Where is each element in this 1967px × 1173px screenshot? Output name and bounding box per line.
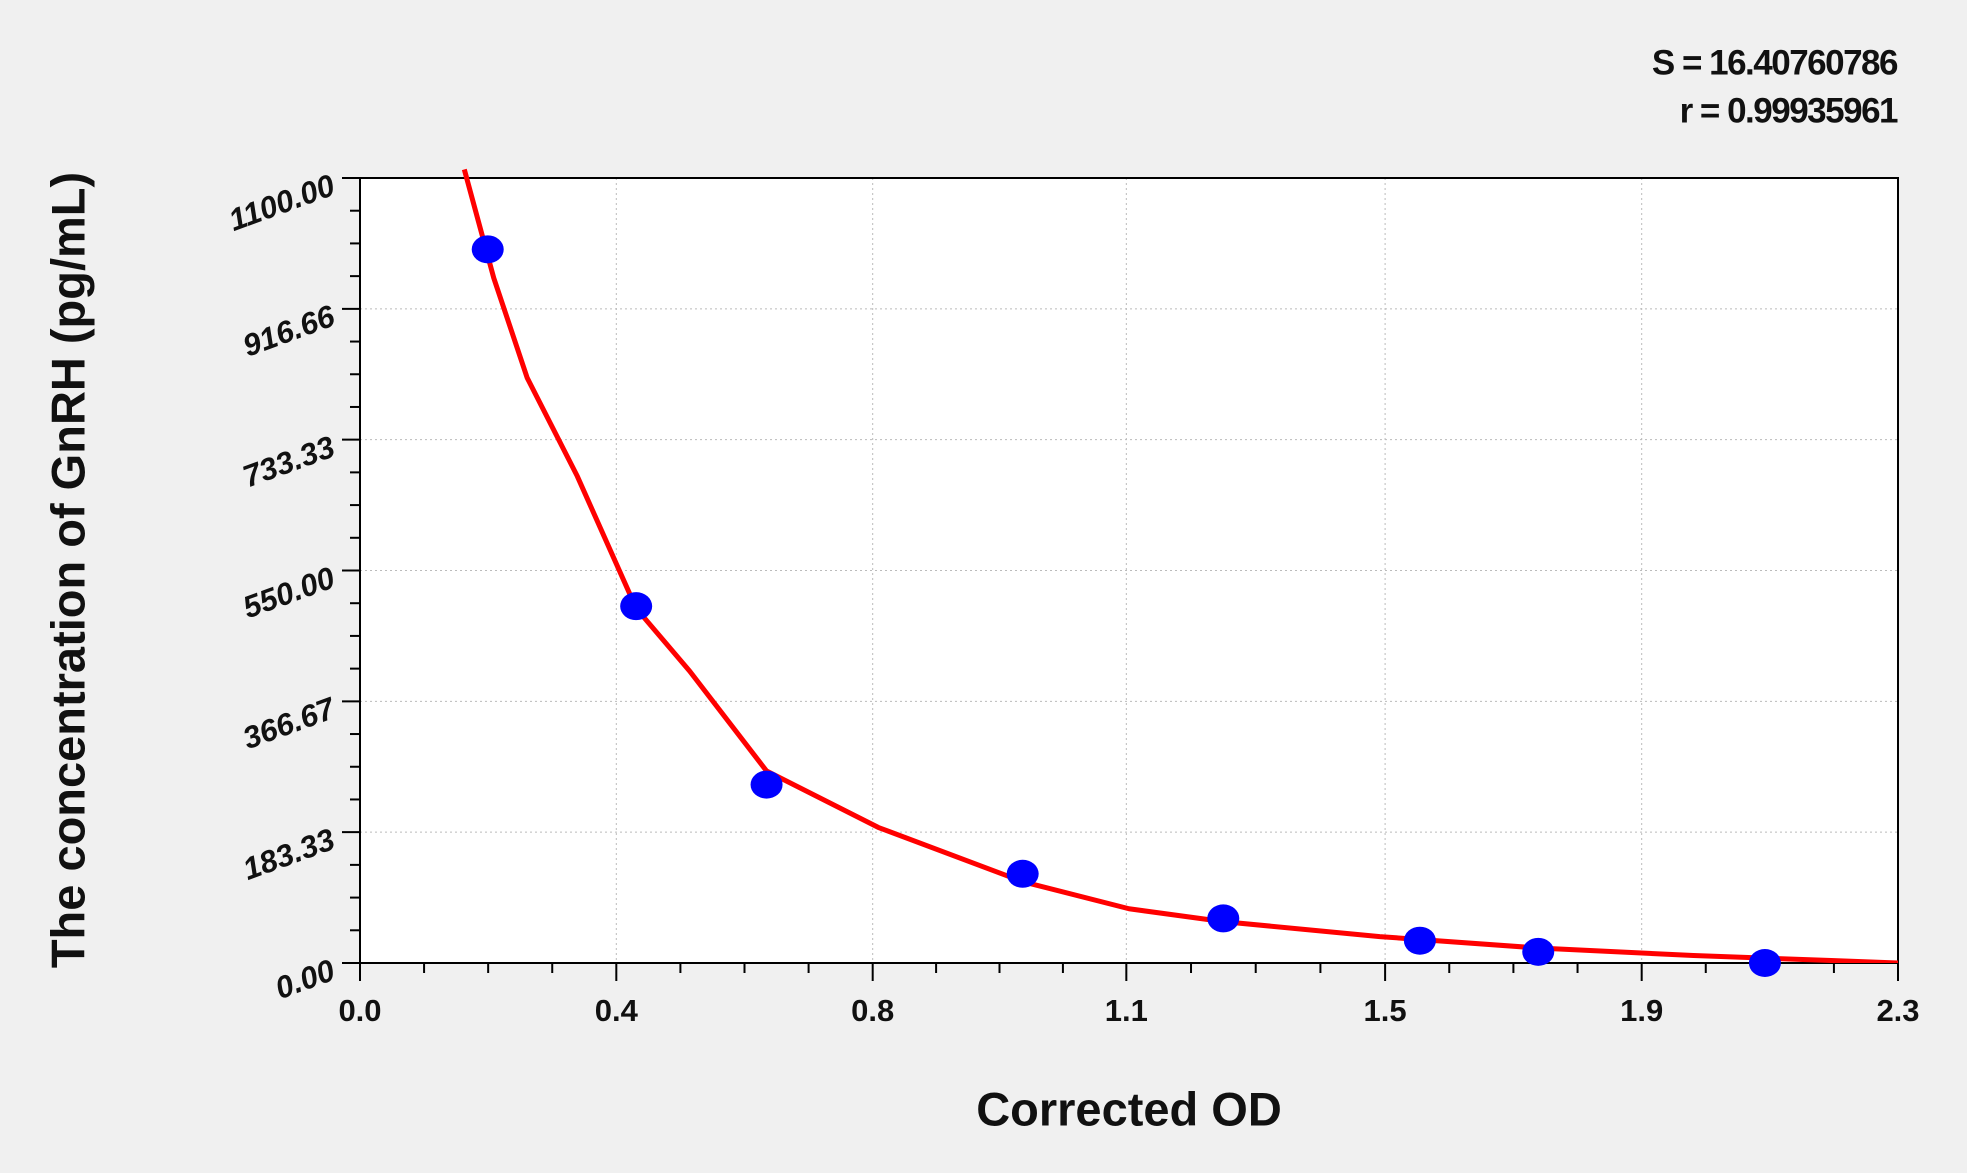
data-point bbox=[1522, 937, 1555, 966]
data-point bbox=[1748, 949, 1781, 977]
data-point bbox=[471, 235, 504, 264]
y-axis-title: The concentration of GnRH (pg/mL) bbox=[41, 172, 94, 968]
plot-frame bbox=[359, 177, 1899, 964]
data-point bbox=[1207, 904, 1240, 933]
x-tick-label: 1.1 bbox=[1105, 993, 1148, 1028]
x-tick-label: 1.9 bbox=[1620, 993, 1663, 1028]
y-tick-label: 550.00 bbox=[238, 560, 339, 625]
x-tick-label: 1.5 bbox=[1364, 993, 1407, 1028]
x-axis-title: Corrected OD bbox=[976, 1082, 1282, 1135]
data-point bbox=[620, 592, 653, 621]
data-point bbox=[1006, 859, 1039, 888]
y-tick-label: 733.33 bbox=[238, 429, 339, 494]
data-point bbox=[1403, 926, 1436, 955]
x-tick-label: 0.0 bbox=[338, 993, 381, 1028]
y-tick-label: 0.00 bbox=[271, 952, 340, 1006]
annotation: r = 0.99935961 bbox=[1680, 91, 1898, 130]
x-tick-label: 2.3 bbox=[1876, 993, 1919, 1028]
fit-curve bbox=[461, 168, 1898, 963]
y-tick-label: 1100.00 bbox=[224, 167, 339, 237]
x-tick-label: 0.8 bbox=[851, 993, 894, 1028]
data-point bbox=[750, 770, 783, 799]
y-tick-label: 183.33 bbox=[238, 822, 339, 887]
y-tick-label: 366.67 bbox=[238, 690, 341, 756]
annotation: S = 16.40760786 bbox=[1652, 43, 1898, 82]
y-tick-label: 916.66 bbox=[238, 298, 340, 364]
x-tick-label: 0.4 bbox=[595, 993, 639, 1028]
